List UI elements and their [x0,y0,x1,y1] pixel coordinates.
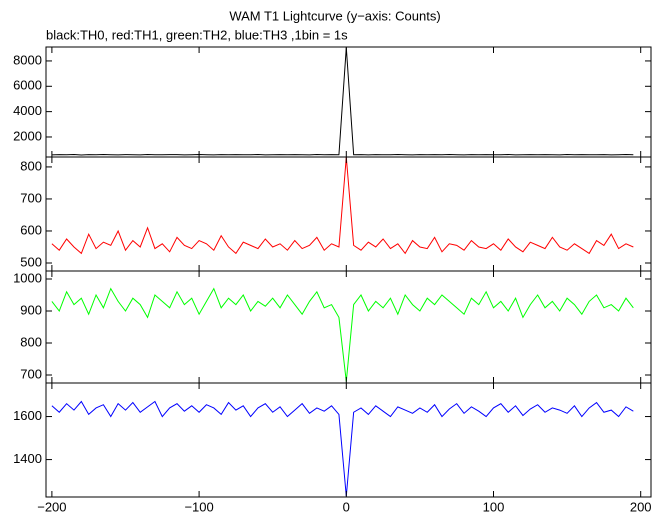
series-line [51,287,634,382]
panel-frame [45,156,652,272]
panel-frame [45,270,652,384]
panel-frame [45,46,652,158]
y-tick-label: 600 [20,222,42,237]
y-tick-label: 2000 [13,128,42,143]
y-tick-label: 1000 [13,270,42,285]
x-tick-label: 200 [630,499,652,514]
series-line [51,400,634,497]
x-tick-label: 0 [343,499,350,514]
x-tick-label: −100 [184,499,213,514]
y-tick-label: 700 [20,366,42,381]
series-line [51,47,634,156]
chart-title: WAM T1 Lightcurve (y−axis: Counts) [229,8,440,23]
x-tick-label: 100 [483,499,505,514]
panel-frame [45,382,652,498]
y-tick-label: 500 [20,254,42,269]
x-tick-label: −200 [37,499,66,514]
y-tick-label: 1400 [13,451,42,466]
series-line [51,157,634,255]
y-tick-label: 6000 [13,78,42,93]
y-tick-label: 900 [20,302,42,317]
chart-subtitle: black:TH0, red:TH1, green:TH2, blue:TH3 … [46,27,348,42]
y-tick-label: 800 [20,158,42,173]
y-tick-label: 8000 [13,52,42,67]
y-tick-label: 1600 [13,408,42,423]
y-tick-label: 4000 [13,103,42,118]
y-tick-label: 700 [20,190,42,205]
y-tick-label: 800 [20,334,42,349]
